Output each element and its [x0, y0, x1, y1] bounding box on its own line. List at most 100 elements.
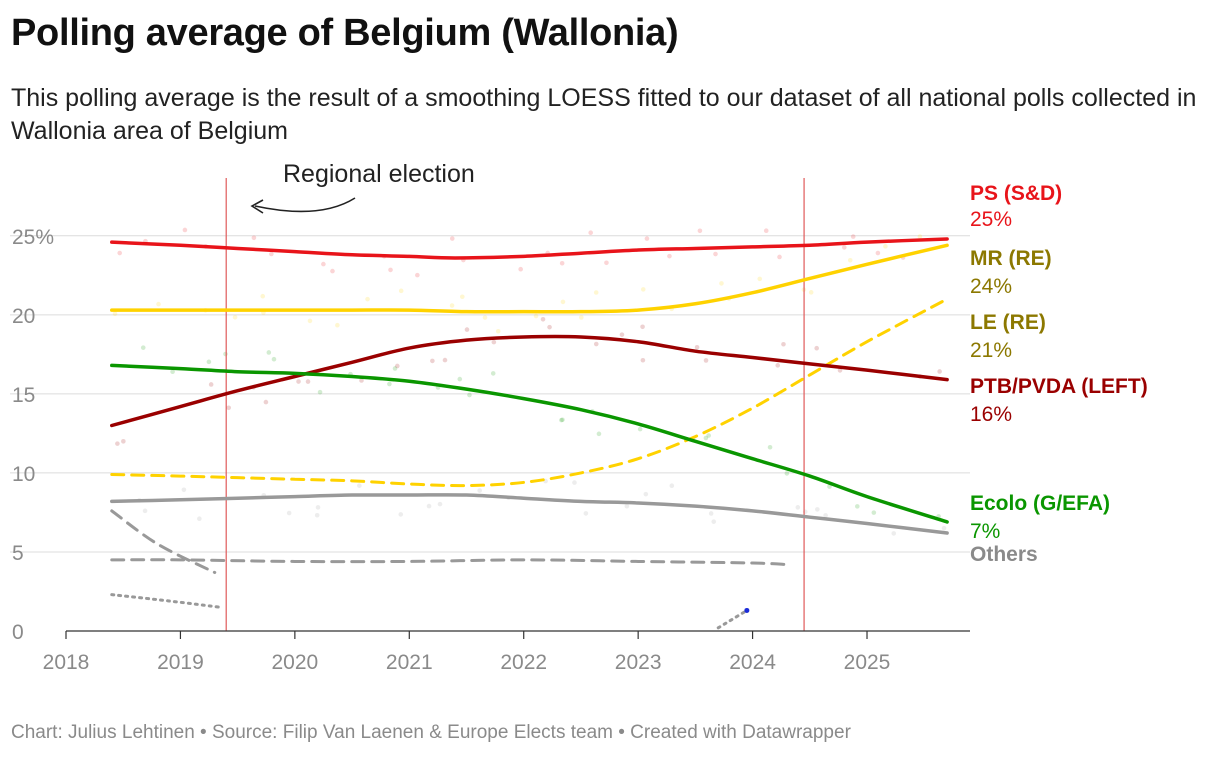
poll-dot [583, 511, 589, 516]
poll-dot [491, 339, 497, 345]
poll-dot [711, 519, 717, 524]
poll-dot [330, 268, 335, 274]
poll-dot [208, 382, 214, 387]
series-value-mr-re: 24% [970, 275, 1012, 298]
chart-title: Polling average of Belgium (Wallonia) [11, 12, 679, 54]
poll-dot [457, 376, 463, 382]
poll-dot [937, 369, 942, 374]
poll-dot [667, 253, 672, 259]
poll-dot [706, 433, 711, 438]
x-tick-label: 2025 [844, 651, 891, 674]
y-tick-label: 0 [12, 621, 24, 644]
poll-dot [643, 491, 649, 497]
poll-dot [640, 357, 646, 363]
poll-dot [593, 290, 599, 295]
poll-dot [477, 488, 482, 493]
poll-dot [669, 483, 675, 489]
series-name-ptb-pvda-left: PTB/PVDA (LEFT) [970, 375, 1148, 398]
poll-dot [286, 510, 292, 516]
y-tick-label: 10 [12, 463, 35, 486]
x-tick-label: 2019 [157, 651, 204, 674]
poll-dot [315, 505, 321, 510]
poll-dot [197, 516, 202, 521]
poll-dot [640, 324, 645, 330]
poll-dot [251, 235, 257, 241]
poll-dot [266, 350, 272, 355]
poll-dot [112, 311, 118, 317]
series-line-minor [110, 509, 217, 575]
poll-dot [415, 272, 420, 278]
poll-dot [398, 288, 404, 294]
poll-dot [263, 399, 269, 405]
series-line-minor [110, 558, 789, 567]
x-tick-label: 2022 [500, 651, 547, 674]
poll-dot [467, 392, 472, 398]
poll-dot [490, 371, 496, 376]
annotation-label: Regional election [283, 160, 475, 188]
poll-dot [317, 389, 323, 395]
poll-dot [307, 318, 313, 324]
poll-dot [917, 234, 923, 239]
x-tick-label: 2023 [615, 651, 662, 674]
series-name-ps-s-d: PS (S&D) [970, 182, 1062, 205]
poll-dot [604, 260, 609, 266]
series-line-minor [716, 608, 749, 630]
poll-dot [365, 296, 370, 302]
poll-dot [121, 439, 126, 444]
poll-dot [359, 378, 364, 383]
series-name-le-re: LE (RE) [970, 311, 1046, 334]
poll-dot [335, 322, 340, 328]
poll-dot [694, 344, 700, 350]
poll-dot [596, 431, 602, 437]
annotation-arrow [254, 197, 356, 213]
poll-dot [579, 315, 584, 320]
poll-dot [260, 293, 266, 299]
series-labels: PS (S&D) 25% MR (RE) 24% LE (RE) 21% PTB/PVDA … [970, 182, 1148, 566]
poll-dot [814, 345, 819, 351]
poll-dot [482, 315, 488, 320]
poll-dot [117, 250, 123, 256]
poll-dot [387, 381, 392, 387]
poll-dot [784, 471, 790, 476]
series-line-ptb-pvda-left [110, 334, 949, 428]
poll-dot [449, 303, 455, 308]
y-tick-label: 15 [12, 384, 35, 407]
poll-dot [708, 511, 714, 516]
series-name-ecolo-g-efa: Ecolo (G/EFA) [970, 492, 1110, 515]
poll-dot [388, 267, 393, 273]
poll-dot [314, 512, 320, 518]
poll-dot [464, 327, 470, 332]
poll-dot [437, 501, 443, 507]
poll-dot [703, 358, 709, 363]
poll-dot [547, 324, 552, 330]
y-tick-label: 5 [12, 542, 24, 565]
poll-dot [271, 356, 277, 362]
series-line-mr-re [110, 243, 949, 314]
poll-dot [763, 228, 769, 234]
poll-dot [140, 345, 146, 350]
poll-dots [112, 227, 947, 536]
poll-dot [572, 480, 577, 485]
gridlines: 0 5 10 15 20 25% [10, 226, 970, 644]
poll-dot [640, 287, 646, 292]
y-tick-label: 25% [12, 226, 54, 249]
poll-dot [891, 531, 897, 536]
series-value-ps-s-d: 25% [970, 208, 1012, 231]
poll-dot [460, 294, 465, 300]
poll-dot [181, 487, 187, 493]
poll-dot [815, 507, 820, 512]
poll-dot [644, 236, 650, 241]
poll-dot [871, 510, 877, 515]
poll-dot [883, 244, 888, 249]
chart-footer: Chart: Julius Lehtinen • Source: Filip V… [11, 722, 851, 743]
poll-dot [767, 444, 773, 450]
poll-dot [232, 314, 238, 320]
poll-dot [619, 332, 625, 337]
poll-dot [875, 250, 881, 256]
poll-dot [559, 417, 564, 423]
poll-dot [560, 299, 566, 305]
series-name-mr-re: MR (RE) [970, 247, 1052, 270]
poll-dot [808, 290, 814, 295]
poll-dot [449, 236, 455, 241]
poll-dot [430, 358, 435, 364]
